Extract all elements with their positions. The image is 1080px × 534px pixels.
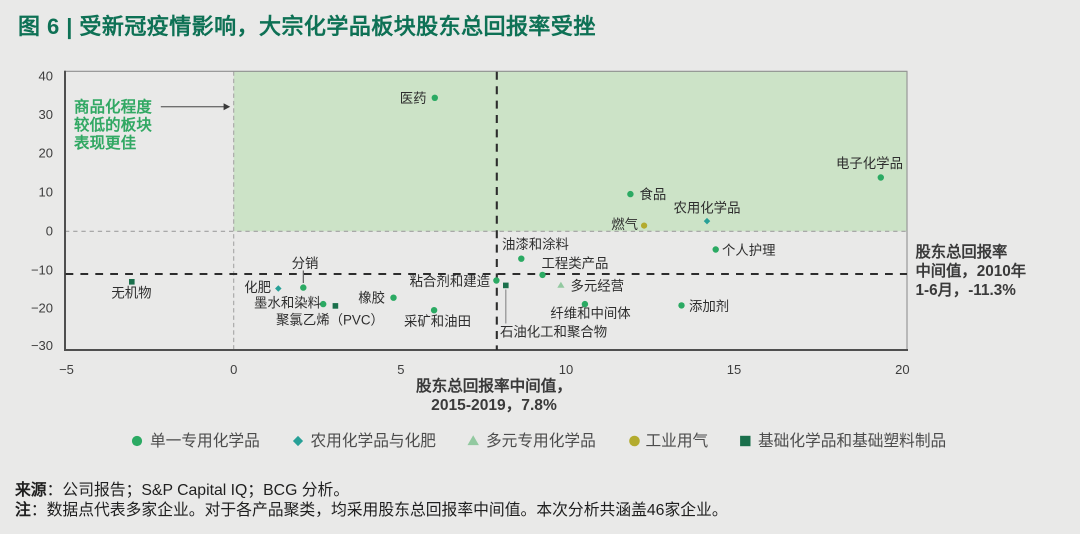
svg-text:纤维和中间体: 纤维和中间体 [550, 306, 631, 321]
svg-text:采矿和油田: 采矿和油田 [404, 314, 471, 329]
svg-text:5: 5 [397, 362, 404, 377]
svg-text:20: 20 [39, 146, 53, 161]
svg-text:分销: 分销 [292, 256, 319, 271]
svg-text:食品: 食品 [640, 186, 667, 202]
svg-text:无机物: 无机物 [111, 286, 151, 301]
svg-text:15: 15 [727, 362, 741, 377]
svg-text:20: 20 [895, 362, 909, 377]
svg-text:多元专用化学品: 多元专用化学品 [486, 432, 596, 450]
svg-text:个人护理: 个人护理 [722, 243, 776, 258]
svg-text:添加剂: 添加剂 [689, 299, 729, 314]
svg-text:10: 10 [39, 185, 53, 200]
svg-text:工业用气: 工业用气 [646, 432, 709, 450]
svg-text:聚氯乙烯（PVC）: 聚氯乙烯（PVC） [276, 313, 384, 328]
svg-text:医药: 医药 [400, 91, 427, 106]
svg-text:石油化工和聚合物: 石油化工和聚合物 [500, 325, 607, 340]
svg-text:粘合剂和建造: 粘合剂和建造 [410, 274, 490, 289]
svg-text:10: 10 [559, 362, 573, 377]
svg-text:化肥: 化肥 [244, 280, 271, 295]
svg-text:农用化学品: 农用化学品 [674, 201, 741, 216]
svg-text:单一专用化学品: 单一专用化学品 [150, 432, 260, 450]
svg-text:燃气: 燃气 [611, 216, 638, 232]
svg-text:工程类产品: 工程类产品 [542, 256, 609, 271]
svg-text:−20: −20 [31, 301, 53, 316]
svg-text:基础化学品和基础塑料制品: 基础化学品和基础塑料制品 [758, 432, 946, 450]
svg-text:−10: −10 [31, 263, 53, 278]
svg-text:−30: −30 [31, 338, 53, 353]
svg-text:0: 0 [46, 224, 53, 239]
svg-text:橡胶: 橡胶 [358, 290, 385, 306]
svg-text:40: 40 [39, 69, 53, 84]
svg-text:30: 30 [39, 107, 53, 122]
svg-text:0: 0 [230, 362, 237, 377]
svg-text:墨水和染料: 墨水和染料 [254, 296, 321, 311]
svg-text:电子化学品: 电子化学品 [836, 156, 903, 171]
svg-text:油漆和涂料: 油漆和涂料 [502, 237, 569, 252]
svg-text:−5: −5 [59, 362, 74, 377]
svg-text:农用化学品与化肥: 农用化学品与化肥 [311, 432, 437, 450]
svg-text:多元经营: 多元经营 [571, 278, 625, 294]
